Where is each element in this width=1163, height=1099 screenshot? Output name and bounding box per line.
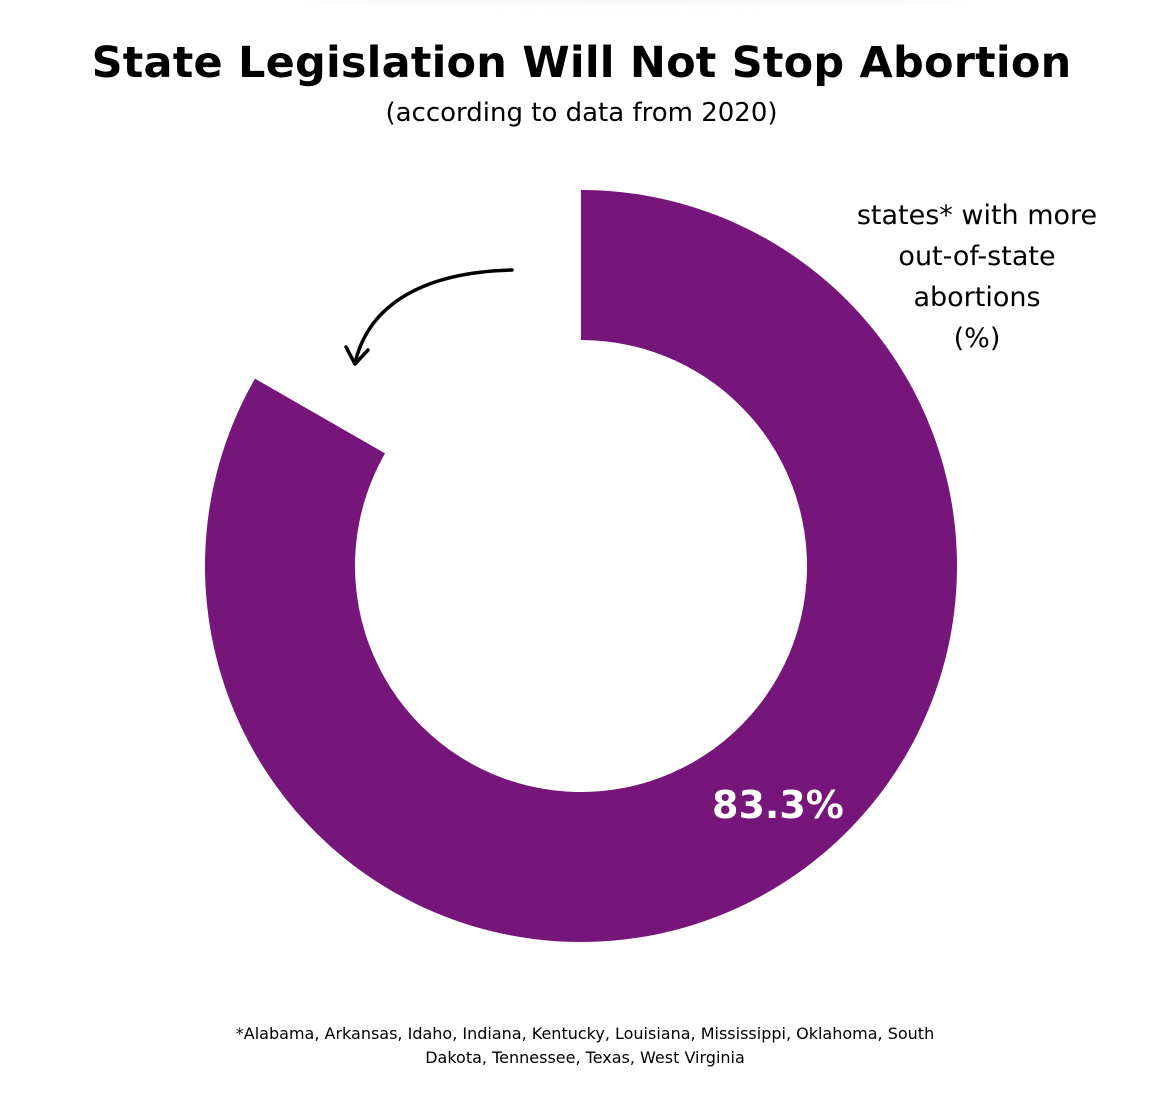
series-label-line: (%) xyxy=(953,323,1001,354)
donut-slices xyxy=(204,190,957,943)
footnote: *Alabama, Arkansas, Idaho, Indiana, Kent… xyxy=(225,1022,945,1070)
footnote-line: *Alabama, Arkansas, Idaho, Indiana, Kent… xyxy=(235,1024,935,1043)
arrowhead-icon xyxy=(344,345,370,366)
slice-data-label: 83.3% xyxy=(712,783,844,827)
chart-subtitle: (according to data from 2020) xyxy=(385,98,778,128)
footnote-line: Dakota, Tennessee, Texas, West Virginia xyxy=(425,1048,745,1067)
series-label-line: out-of-state xyxy=(898,241,1056,272)
series-label: states* with more out-of-state abortions… xyxy=(842,195,1112,359)
top-shadow xyxy=(300,0,970,4)
chart-title: State Legislation Will Not Stop Abortion xyxy=(91,38,1072,88)
series-label-line: states* with more xyxy=(856,200,1098,231)
series-label-line: abortions xyxy=(913,282,1041,313)
donut-slice xyxy=(204,190,957,943)
curved-arrow-annotation xyxy=(353,268,514,365)
